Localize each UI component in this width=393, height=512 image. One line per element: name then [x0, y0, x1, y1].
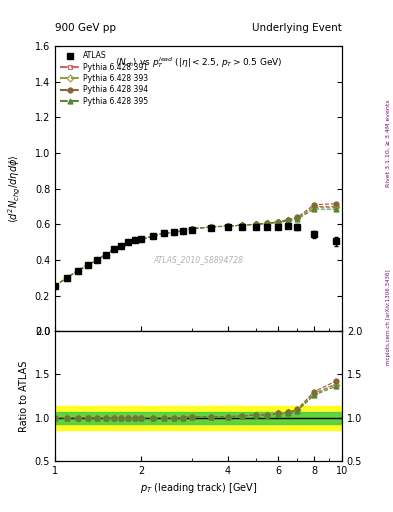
Text: $\langle N_{ch}\rangle$ vs $p_T^{lead}$ ($|\eta| < 2.5$, $p_T > 0.5$ GeV): $\langle N_{ch}\rangle$ vs $p_T^{lead}$ … [115, 55, 282, 70]
Bar [55, 406, 342, 430]
Legend: ATLAS, Pythia 6.428 391, Pythia 6.428 393, Pythia 6.428 394, Pythia 6.428 395: ATLAS, Pythia 6.428 391, Pythia 6.428 39… [57, 48, 151, 109]
Text: mcplots.cern.ch [arXiv:1306.3436]: mcplots.cern.ch [arXiv:1306.3436] [386, 270, 391, 365]
Text: Rivet 3.1.10, ≥ 3.4M events: Rivet 3.1.10, ≥ 3.4M events [386, 99, 391, 187]
Y-axis label: Ratio to ATLAS: Ratio to ATLAS [19, 360, 29, 432]
X-axis label: $p_T$ (leading track) [GeV]: $p_T$ (leading track) [GeV] [140, 481, 257, 495]
Text: 900 GeV pp: 900 GeV pp [55, 23, 116, 33]
Y-axis label: $\langle d^2 N_{chg}/d\eta d\phi \rangle$: $\langle d^2 N_{chg}/d\eta d\phi \rangle… [7, 154, 24, 223]
Text: ATLAS_2010_S8894728: ATLAS_2010_S8894728 [153, 255, 244, 264]
Bar [55, 412, 342, 423]
Text: Underlying Event: Underlying Event [252, 23, 342, 33]
